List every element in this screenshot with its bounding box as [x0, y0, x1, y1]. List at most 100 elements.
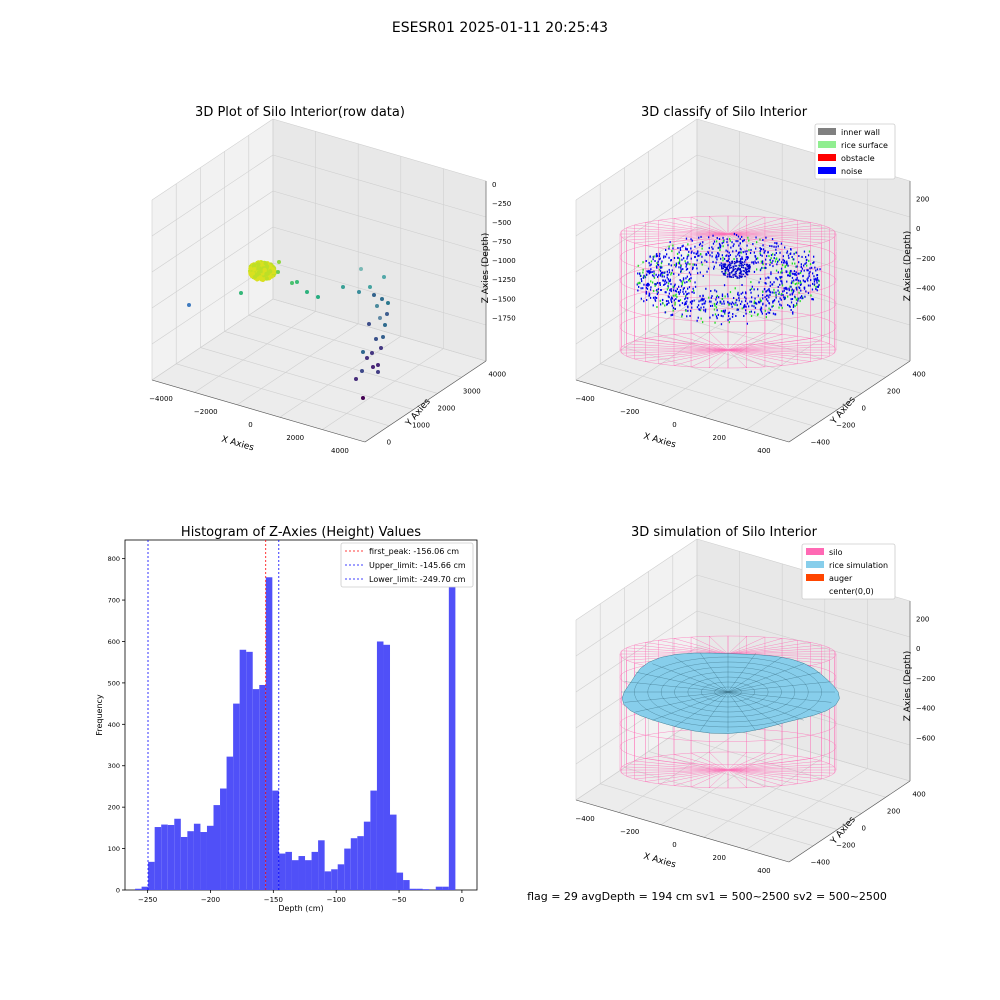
histogram-bar: [370, 790, 377, 890]
legend-swatch-noise: [818, 167, 836, 174]
data-point: [642, 276, 644, 279]
data-point: [704, 310, 707, 313]
data-point: [798, 261, 800, 264]
data-point: [781, 269, 783, 272]
data-point: [663, 271, 665, 274]
data-point: [383, 323, 387, 327]
data-point: [760, 299, 762, 302]
silo-roof-spoke: [727, 650, 835, 655]
data-point: [667, 300, 669, 303]
grid-line: [194, 311, 316, 393]
data-point: [728, 251, 730, 254]
data-point: [738, 244, 740, 247]
z-tick-label: −500: [492, 219, 511, 227]
data-point: [656, 266, 658, 268]
data-point: [715, 303, 718, 306]
silo-roof-spoke: [727, 647, 830, 655]
data-point: [650, 263, 652, 266]
data-point: [691, 306, 693, 309]
data-point: [749, 252, 752, 254]
data-point: [737, 253, 739, 256]
data-point: [768, 311, 771, 314]
data-point: [795, 274, 797, 277]
silo-floor-spoke: [727, 752, 747, 771]
y-tick-label: 400: [912, 370, 925, 378]
data-point: [661, 299, 664, 302]
data-point: [672, 289, 675, 292]
data-point: [693, 299, 695, 302]
grid-line: [696, 262, 911, 326]
data-point: [746, 268, 749, 270]
data-point: [723, 300, 725, 303]
legend-label-auger: auger: [829, 574, 853, 583]
data-point: [742, 251, 744, 254]
data-point: [251, 263, 257, 268]
data-point: [733, 297, 735, 299]
data-point: [724, 264, 726, 266]
data-point: [766, 255, 768, 258]
data-point: [812, 298, 814, 301]
data-point: [687, 243, 689, 246]
data-point: [672, 294, 674, 297]
histogram-bar: [383, 644, 391, 890]
data-point: [745, 256, 747, 259]
data-point: [645, 260, 647, 262]
data-point: [685, 262, 687, 265]
data-point: [700, 253, 702, 256]
data-point: [697, 254, 699, 257]
silo-roof-spoke: [727, 222, 811, 235]
data-point: [668, 292, 670, 295]
data-point: [681, 245, 683, 248]
data-point: [666, 276, 668, 279]
data-point: [759, 238, 761, 241]
data-point: [697, 316, 699, 319]
data-point: [688, 292, 690, 295]
z-tick-label: 0: [916, 645, 920, 653]
data-point: [730, 266, 733, 269]
data-point: [728, 263, 731, 266]
silo-roof-spoke: [673, 638, 729, 655]
data-point: [724, 311, 726, 314]
data-point: [768, 255, 770, 258]
data-point: [640, 287, 642, 290]
data-point: [647, 282, 649, 285]
data-point: [686, 275, 688, 278]
data-point: [735, 255, 737, 258]
data-point: [700, 235, 702, 238]
data-point: [795, 271, 797, 274]
data-point: [779, 251, 781, 254]
data-point: [649, 264, 651, 267]
data-point: [718, 238, 721, 240]
data-point: [668, 268, 670, 271]
data-point: [745, 253, 747, 256]
data-point: [694, 285, 697, 288]
data-point: [729, 317, 731, 320]
grid-line: [703, 335, 825, 418]
data-point: [777, 245, 779, 248]
data-point: [670, 314, 672, 317]
data-point: [758, 281, 760, 284]
data-point: [812, 272, 814, 275]
data-point: [800, 263, 802, 266]
data-point: [639, 274, 642, 277]
data-point: [718, 296, 720, 299]
data-point: [736, 308, 738, 311]
data-point: [354, 377, 358, 381]
data-point: [681, 283, 683, 286]
data-point: [765, 313, 767, 316]
data-point: [758, 301, 760, 304]
data-point: [764, 249, 766, 252]
data-point: [790, 301, 793, 304]
data-point: [762, 260, 764, 263]
data-point: [678, 299, 680, 302]
data-point: [727, 250, 729, 253]
data-point: [785, 270, 787, 273]
data-point: [816, 281, 818, 284]
data-point: [701, 255, 703, 258]
data-point: [687, 305, 689, 308]
data-point: [668, 247, 670, 250]
data-point: [694, 256, 696, 259]
data-point: [714, 321, 716, 324]
y-tick-label: 1000: [412, 422, 430, 430]
data-point: [702, 321, 704, 324]
